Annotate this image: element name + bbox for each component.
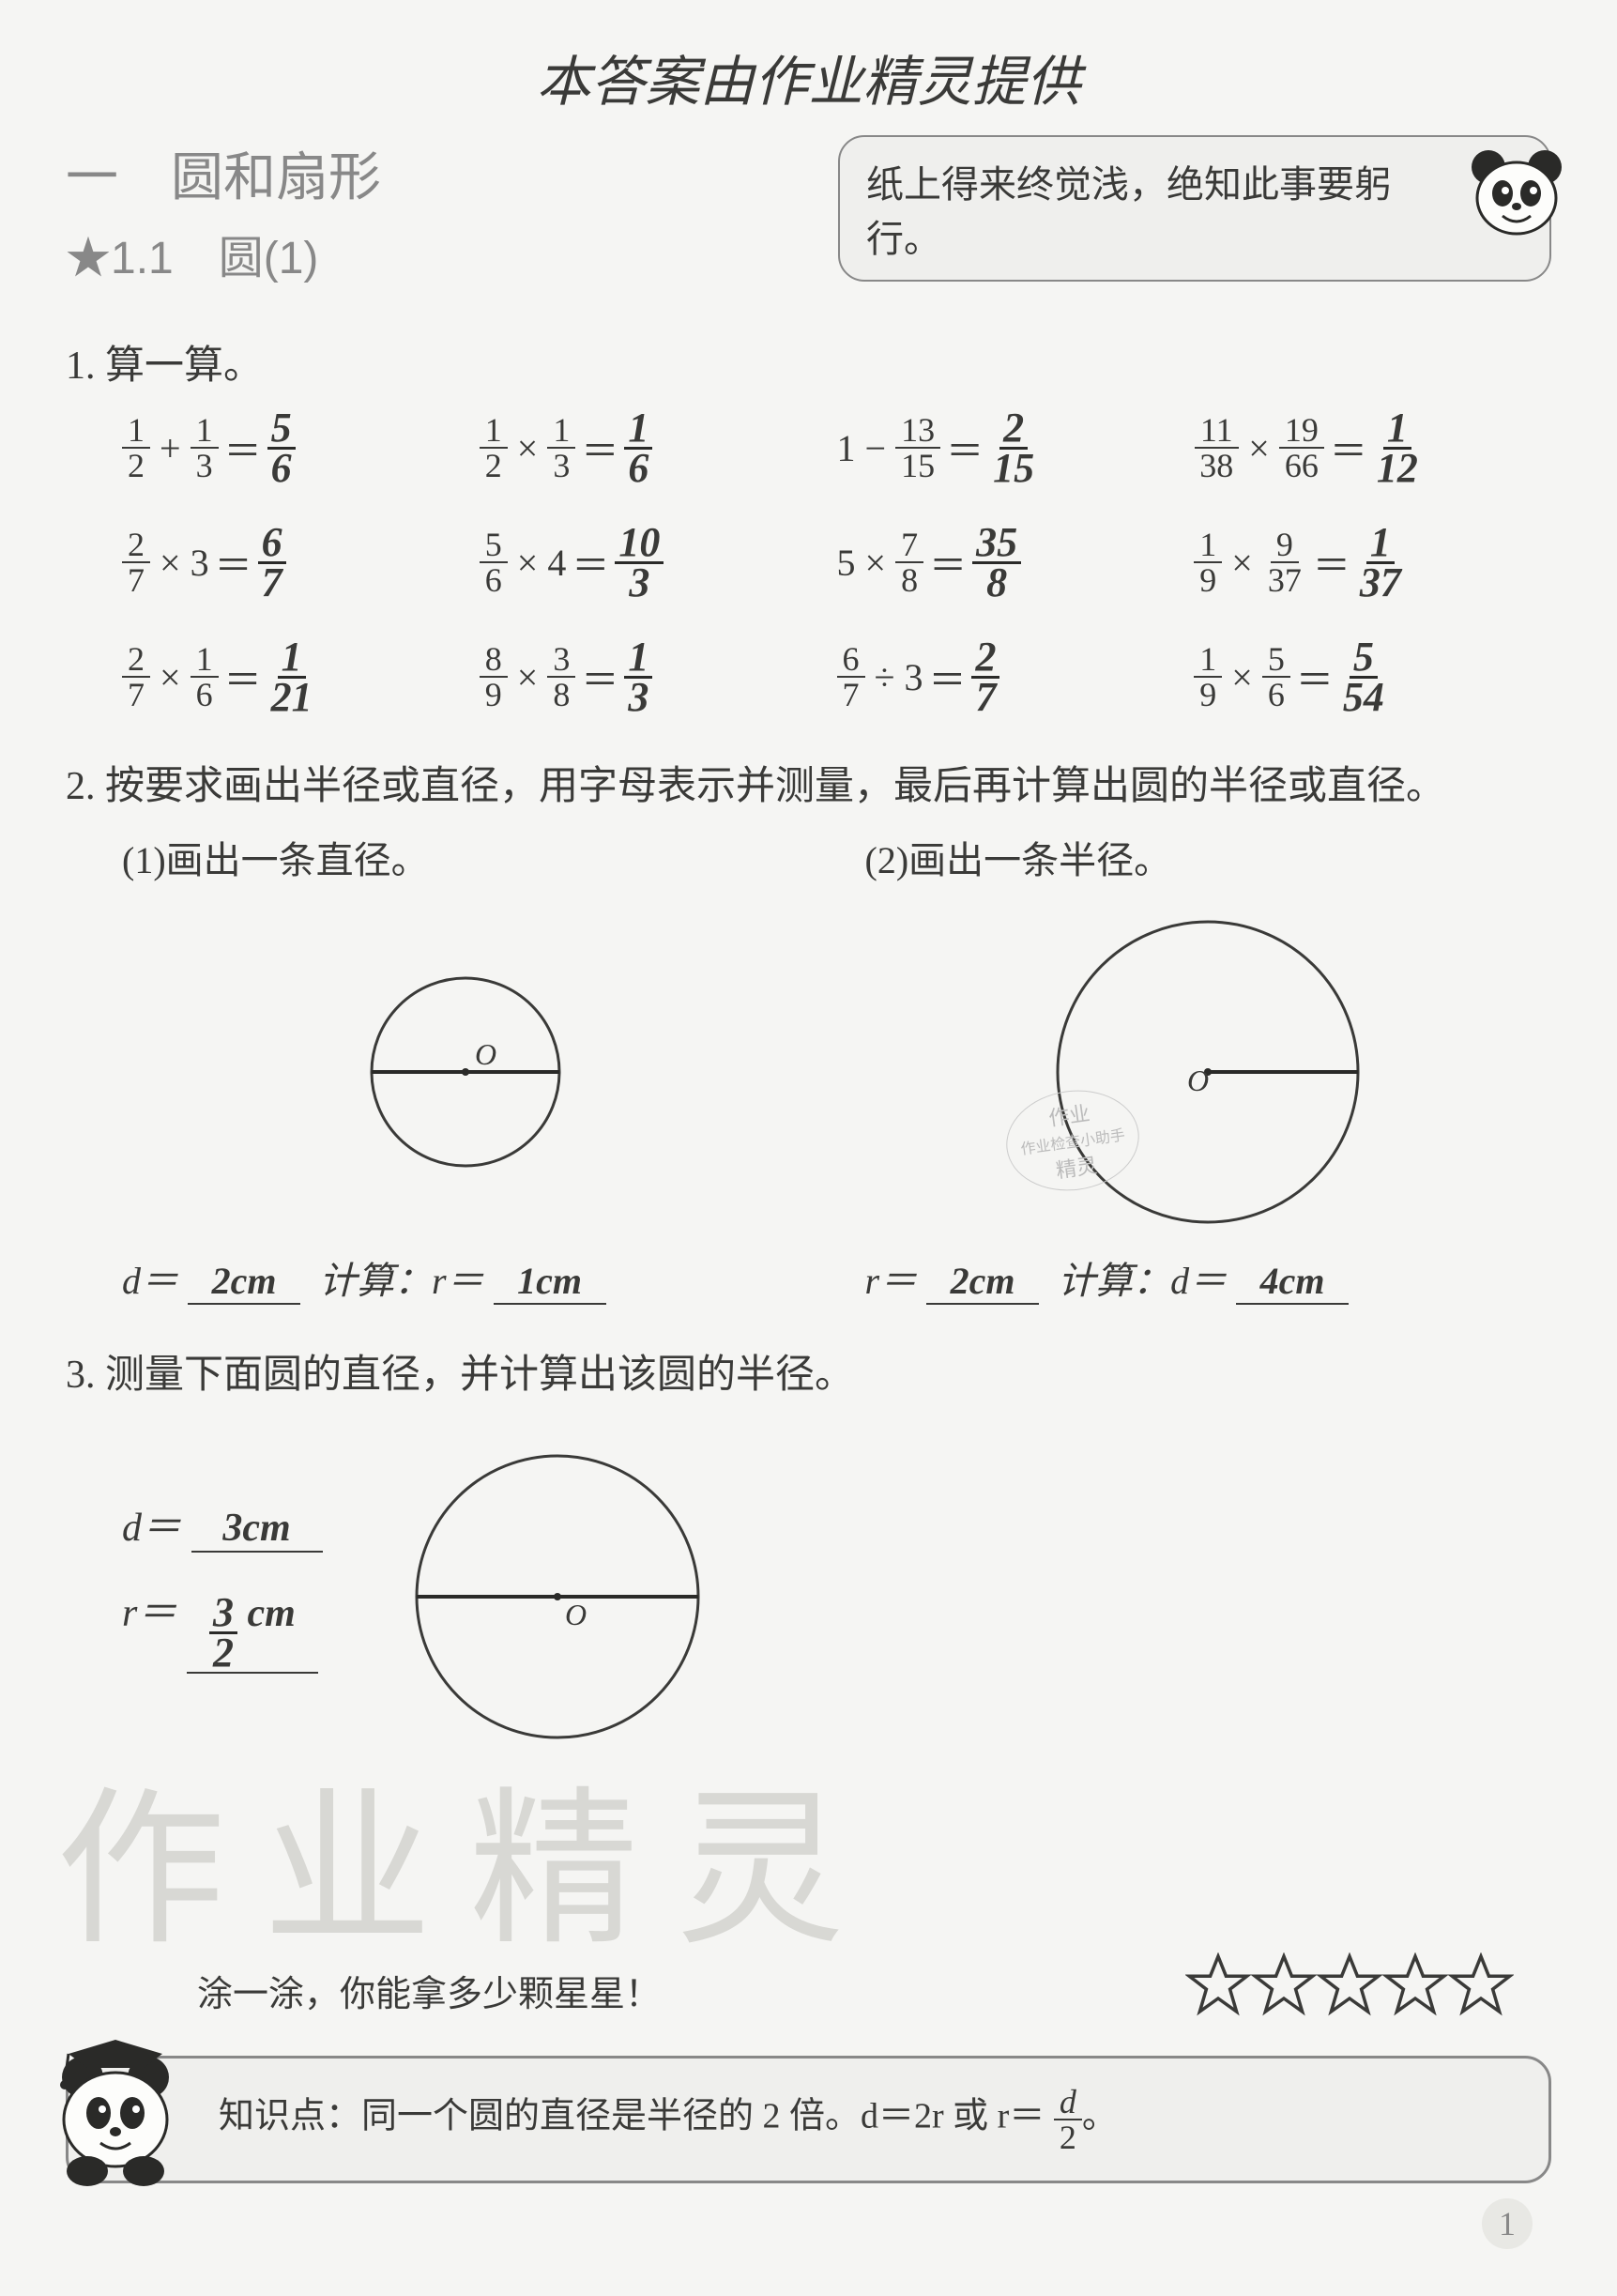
r-value: 32 cm <box>187 1591 318 1673</box>
k-frac-num: d <box>1054 2085 1082 2120</box>
q3-row: d＝ 3cm r＝ 32 cm O <box>66 1437 1551 1761</box>
svg-text:O: O <box>475 1037 496 1071</box>
d-prefix: d＝ <box>122 1260 178 1302</box>
calc-item: 1138×1966＝112 <box>1194 409 1551 486</box>
watermark-text: 作业精灵 <box>56 1732 882 1977</box>
section-title: ★1.1 圆(1) <box>66 221 838 286</box>
k-frac-den: 2 <box>1054 2120 1082 2154</box>
r-unit: cm <box>247 1592 295 1635</box>
calc-item: 12×13＝16 <box>480 409 837 486</box>
question-3: 3. 测量下面圆的直径，并计算出该圆的半径。 d＝ 3cm r＝ 32 cm O <box>66 1342 1551 1761</box>
calc-item: 27×16＝121 <box>122 638 480 715</box>
q2-sub2-label: (2)画出一条半径。 <box>865 830 1552 884</box>
q2-label: 2. 按要求画出半径或直径，用字母表示并测量，最后再计算出圆的半径或直径。 <box>66 754 1551 811</box>
q3-label: 3. 测量下面圆的直径，并计算出该圆的半径。 <box>66 1342 1551 1400</box>
chapter-title: 一 圆和扇形 <box>66 135 838 211</box>
star-icons <box>1185 1952 1514 2028</box>
q2-sub2-fill: r＝ 2cm 计算：d＝ 4cm <box>865 1250 1552 1305</box>
q2-sub2-circle: O 作业 作业检查小助手 精灵 <box>865 912 1552 1232</box>
chapter-block: 一 圆和扇形 ★1.1 圆(1) <box>66 135 838 286</box>
stars-row: 涂一涂，你能拿多少颗星星！ <box>66 1952 1551 2028</box>
q2-sub1-label: (1)画出一条直径。 <box>122 830 809 884</box>
header-row: 一 圆和扇形 ★1.1 圆(1) 纸上得来终觉浅，绝知此事要躬行。 <box>66 135 1551 286</box>
q2-subs: (1)画出一条直径。 O d＝ 2cm 计算：r＝ 1cm (2)画出一条半径。 <box>66 830 1551 1305</box>
svg-text:O: O <box>565 1598 587 1631</box>
r-num: 3 <box>209 1594 237 1634</box>
calc-item: 67÷3＝27 <box>837 638 1195 715</box>
d-value: 3cm <box>191 1506 323 1553</box>
q2-sub1-circle: O <box>122 912 809 1232</box>
calc-item: 19×937＝137 <box>1194 524 1551 601</box>
q3-circle: O <box>398 1437 717 1761</box>
star-icon <box>1317 1952 1382 2018</box>
star-icon <box>1382 1952 1448 2018</box>
d-value: 4cm <box>1236 1259 1349 1305</box>
quote-text: 纸上得来终觉浅，绝知此事要躬行。 <box>866 163 1392 260</box>
r-value: 2cm <box>926 1259 1039 1305</box>
calc-item: 19×56＝554 <box>1194 638 1551 715</box>
q1-label: 1. 算一算。 <box>66 333 1551 390</box>
knowledge-prefix: 知识点： <box>219 2097 361 2136</box>
r-prefix: r＝ <box>122 1592 176 1635</box>
calc-item: 5×78＝358 <box>837 524 1195 601</box>
panda-icon <box>1465 146 1568 240</box>
svg-text:O: O <box>1187 1064 1209 1097</box>
calc-item: 12+13＝56 <box>122 409 480 486</box>
calc-label: 计算：r＝ <box>319 1260 484 1302</box>
knowledge-box: 知识点：同一个圆的直径是半径的 2 倍。d＝2r 或 r＝ d 2 。 <box>66 2056 1551 2183</box>
r-prefix: r＝ <box>865 1260 918 1302</box>
quote-box: 纸上得来终觉浅，绝知此事要躬行。 <box>838 135 1551 282</box>
r-den: 2 <box>209 1634 237 1672</box>
star-icon <box>1185 1952 1251 2018</box>
calc-item: 1−1315＝215 <box>837 409 1195 486</box>
stars-prompt: 涂一涂，你能拿多少颗星星！ <box>197 1965 661 2016</box>
d-value: 2cm <box>188 1259 300 1305</box>
calc-grid: 12+13＝5612×13＝161−1315＝2151138×1966＝112 2… <box>66 409 1551 716</box>
calc-item: 89×38＝13 <box>480 638 837 715</box>
top-handwritten-note: 本答案由作业精灵提供 <box>66 38 1551 116</box>
q2-sub1-fill: d＝ 2cm 计算：r＝ 1cm <box>122 1250 809 1305</box>
r-value: 1cm <box>494 1259 606 1305</box>
question-1: 1. 算一算。 12+13＝5612×13＝161−1315＝2151138×1… <box>66 333 1551 716</box>
calc-label: 计算：d＝ <box>1058 1260 1227 1302</box>
knowledge-text: 同一个圆的直径是半径的 2 倍。d＝2r 或 r＝ <box>361 2097 1045 2136</box>
knowledge-suffix: 。 <box>1082 2097 1118 2136</box>
calc-item: 56×4＝103 <box>480 524 837 601</box>
footer: 涂一涂，你能拿多少颗星星！ 知识点：同一个圆的直径是半径的 2 倍。d＝2r 或… <box>66 1952 1551 2183</box>
calc-item: 27×3＝67 <box>122 524 480 601</box>
panda-grad-icon <box>40 2030 191 2190</box>
q2-sub2: (2)画出一条半径。 O 作业 作业检查小助手 精灵 r＝ 2cm 计算：d＝ <box>865 830 1552 1305</box>
d-prefix: d＝ <box>122 1507 181 1550</box>
q3-values: d＝ 3cm r＝ 32 cm <box>122 1495 323 1701</box>
star-icon <box>1251 1952 1317 2018</box>
q2-sub1: (1)画出一条直径。 O d＝ 2cm 计算：r＝ 1cm <box>122 830 809 1305</box>
question-2: 2. 按要求画出半径或直径，用字母表示并测量，最后再计算出圆的半径或直径。 (1… <box>66 754 1551 1305</box>
star-icon <box>1448 1952 1514 2018</box>
page-number: 1 <box>1482 2198 1533 2249</box>
